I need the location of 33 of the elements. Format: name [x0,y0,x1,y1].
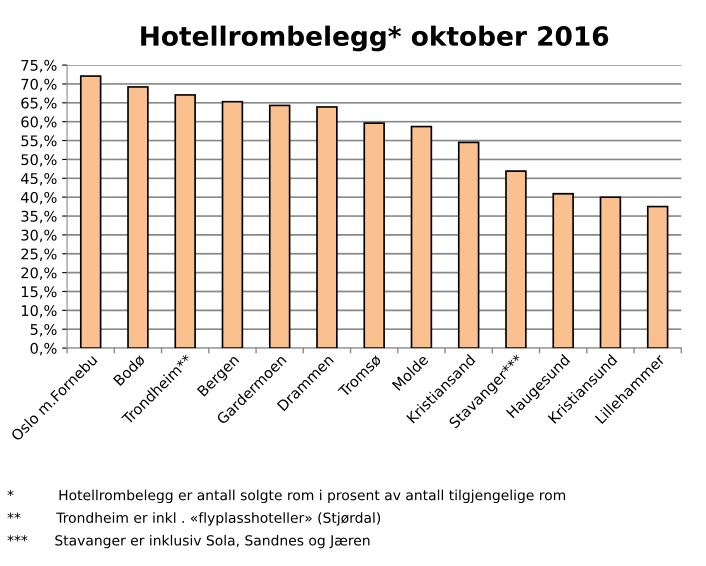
y-tick-label: 50,% [21,154,57,167]
y-tick-label: 15,% [22,286,57,299]
chart-title: Hotellrombelegg* oktober 2016 [141,26,608,52]
bar [505,170,527,348]
y-tick-label: 35,% [21,210,57,224]
y-tick-label: 0,% [30,342,57,356]
y-tick-label: 75,% [21,60,57,72]
bar [174,94,196,348]
y-tick-label: 60,% [21,116,57,129]
bar [222,100,244,348]
bar [410,126,432,348]
y-tick-label: 20,% [21,267,57,280]
bar [80,75,102,348]
y-tick-label: 55,% [21,135,57,148]
y-tick-label: 5,% [30,324,57,336]
y-tick-label: 10,% [22,305,57,318]
bar [646,206,668,348]
bar [458,142,480,348]
y-tick-label: 40,% [21,192,57,204]
y-tick-label: 45,% [21,173,57,186]
y-tick-label: 70,% [21,78,57,92]
text: *** Stavanger er inklusiv Sola, Sandnes og Jæren [7,534,370,548]
y-tick-label: 65,% [21,98,57,110]
text: ** Trondheim er inkl . «flyplasshoteller» (Stjørdal) [7,512,380,526]
bar [363,122,385,348]
y-tick-label: 30,% [21,230,57,242]
bar [316,106,338,348]
text: * Hotellrombelegg er antall solgte rom i prosent av antall tilgjengelige rom [7,490,566,504]
bar [552,192,574,348]
bar [268,104,290,348]
y-tick-label: 25,% [21,248,57,261]
bar [600,196,622,348]
bar [127,86,149,348]
